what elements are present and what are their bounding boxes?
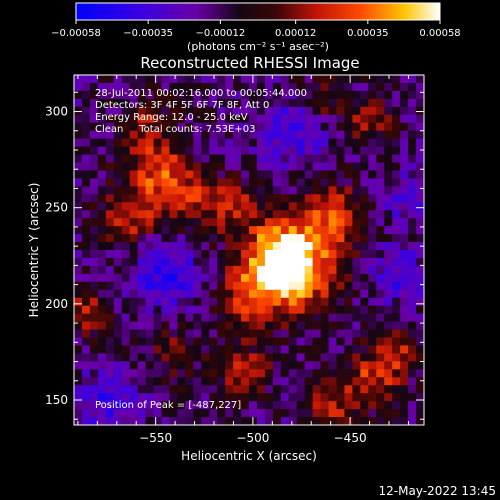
plot-frame (73, 74, 425, 426)
chart-title: Reconstructed RHESSI Image (140, 54, 359, 72)
y-axis-label: Heliocentric Y (arcsec) (27, 183, 41, 318)
info-line-time-range: 28-Jul-2011 00:02:16.000 to 00:05:44.000 (95, 88, 307, 99)
info-line-energy-range: Energy Range: 12.0 - 25.0 keV (95, 112, 248, 123)
colorbar-tick-label: 0.00035 (347, 28, 388, 39)
x-tick-label: −550 (139, 431, 172, 445)
axes: −550 −500 −450 150 200 250 300 (45, 75, 424, 445)
x-axis-label: Heliocentric X (arcsec) (181, 449, 317, 463)
info-line-detectors: Detectors: 3F 4F 5F 6F 7F 8F, Att 0 (95, 100, 269, 111)
colorbar-tick-label: −0.00035 (123, 28, 173, 39)
colorbar-tick-label: 0.00012 (275, 28, 316, 39)
x-tick-label: −450 (334, 431, 367, 445)
colorbar (75, 2, 441, 21)
peak-position-label: Position of Peak = [-487,227] (95, 400, 241, 411)
heatmap-image (74, 75, 424, 425)
info-line-clean-counts: Clean Total counts: 7.53E+03 (95, 124, 255, 135)
colorbar-units-label: (photons cm⁻² s⁻¹ asec⁻²) (187, 40, 329, 53)
x-tick-label: −500 (236, 431, 269, 445)
y-tick-label: 200 (45, 297, 68, 311)
y-tick-label: 250 (45, 201, 68, 215)
y-tick-label: 300 (45, 105, 68, 119)
colorbar-tick-label: 0.00058 (419, 28, 460, 39)
info-block: 28-Jul-2011 00:02:16.000 to 00:05:44.000… (95, 88, 307, 135)
colorbar-ticks: −0.00058 −0.00035 −0.00012 0.00012 0.00035 0.… (51, 20, 461, 39)
footer-timestamp: 12-May-2022 13:45 (379, 484, 496, 498)
colorbar-tick-label: −0.00058 (51, 28, 101, 39)
colorbar-tick-label: −0.00012 (195, 28, 245, 39)
y-tick-label: 150 (45, 393, 68, 407)
